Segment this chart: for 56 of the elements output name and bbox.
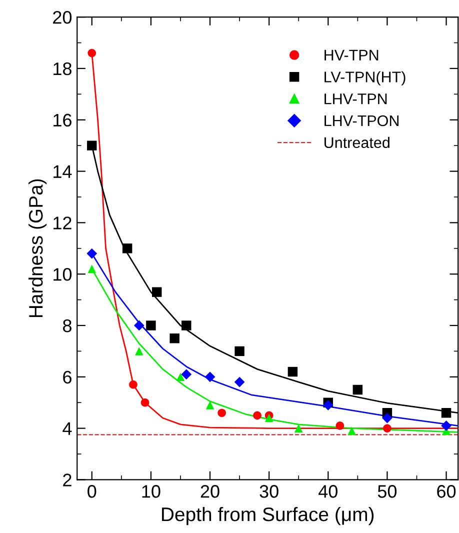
y-tick-label: 18 bbox=[54, 62, 72, 76]
point bbox=[441, 420, 452, 431]
x-tick-label: 50 bbox=[378, 485, 397, 498]
point bbox=[234, 376, 245, 388]
point bbox=[441, 408, 452, 418]
point bbox=[382, 412, 392, 424]
y-tick-label: 12 bbox=[54, 216, 72, 230]
point bbox=[234, 346, 244, 356]
x-tick-label: 40 bbox=[318, 485, 338, 498]
x-tick-label: 0 bbox=[88, 485, 96, 498]
legend-label: LHV-TPON bbox=[324, 115, 398, 126]
point bbox=[181, 369, 192, 380]
point bbox=[86, 248, 98, 259]
point bbox=[146, 320, 156, 330]
x-tick-label: 30 bbox=[260, 485, 278, 498]
point bbox=[152, 287, 162, 297]
point bbox=[122, 244, 132, 254]
point bbox=[264, 414, 274, 422]
x-axis-title: Depth from Surface (μm) bbox=[162, 506, 374, 526]
y-tick-label: 20 bbox=[53, 10, 72, 24]
legend-label: LHV-TPN bbox=[324, 94, 387, 104]
y-tick-label: 8 bbox=[62, 319, 72, 332]
point bbox=[253, 411, 262, 420]
legend-label: Untreated bbox=[324, 136, 390, 148]
point bbox=[288, 366, 298, 377]
point bbox=[134, 347, 144, 356]
point bbox=[182, 320, 192, 330]
point bbox=[322, 400, 334, 410]
x-tick-label: 10 bbox=[142, 485, 160, 498]
point bbox=[294, 424, 303, 432]
point bbox=[352, 384, 363, 395]
point bbox=[88, 48, 96, 58]
y-tick-label: 2 bbox=[63, 474, 72, 486]
y-tick-label: 16 bbox=[54, 114, 72, 127]
point bbox=[88, 264, 96, 274]
point bbox=[87, 140, 97, 150]
point bbox=[129, 380, 138, 389]
y-tick-label: 4 bbox=[62, 422, 72, 435]
point bbox=[336, 422, 344, 430]
point bbox=[206, 400, 214, 410]
y-tick-label: 6 bbox=[63, 370, 72, 384]
y-axis-title: Hardness (GPa) bbox=[28, 179, 47, 318]
y-tick-label: 10 bbox=[54, 268, 72, 281]
legend-label: LV-TPN(HT) bbox=[324, 71, 406, 86]
point bbox=[383, 424, 392, 432]
x-tick-label: 60 bbox=[437, 485, 456, 498]
y-tick-label: 14 bbox=[54, 165, 72, 178]
x-tick-label: 20 bbox=[200, 485, 220, 498]
point bbox=[176, 372, 185, 382]
point bbox=[170, 333, 180, 344]
point bbox=[348, 426, 356, 436]
point bbox=[204, 372, 216, 382]
point bbox=[134, 320, 144, 331]
point bbox=[218, 408, 226, 418]
legend-label: HV-TPN bbox=[324, 50, 378, 60]
point bbox=[140, 398, 150, 407]
